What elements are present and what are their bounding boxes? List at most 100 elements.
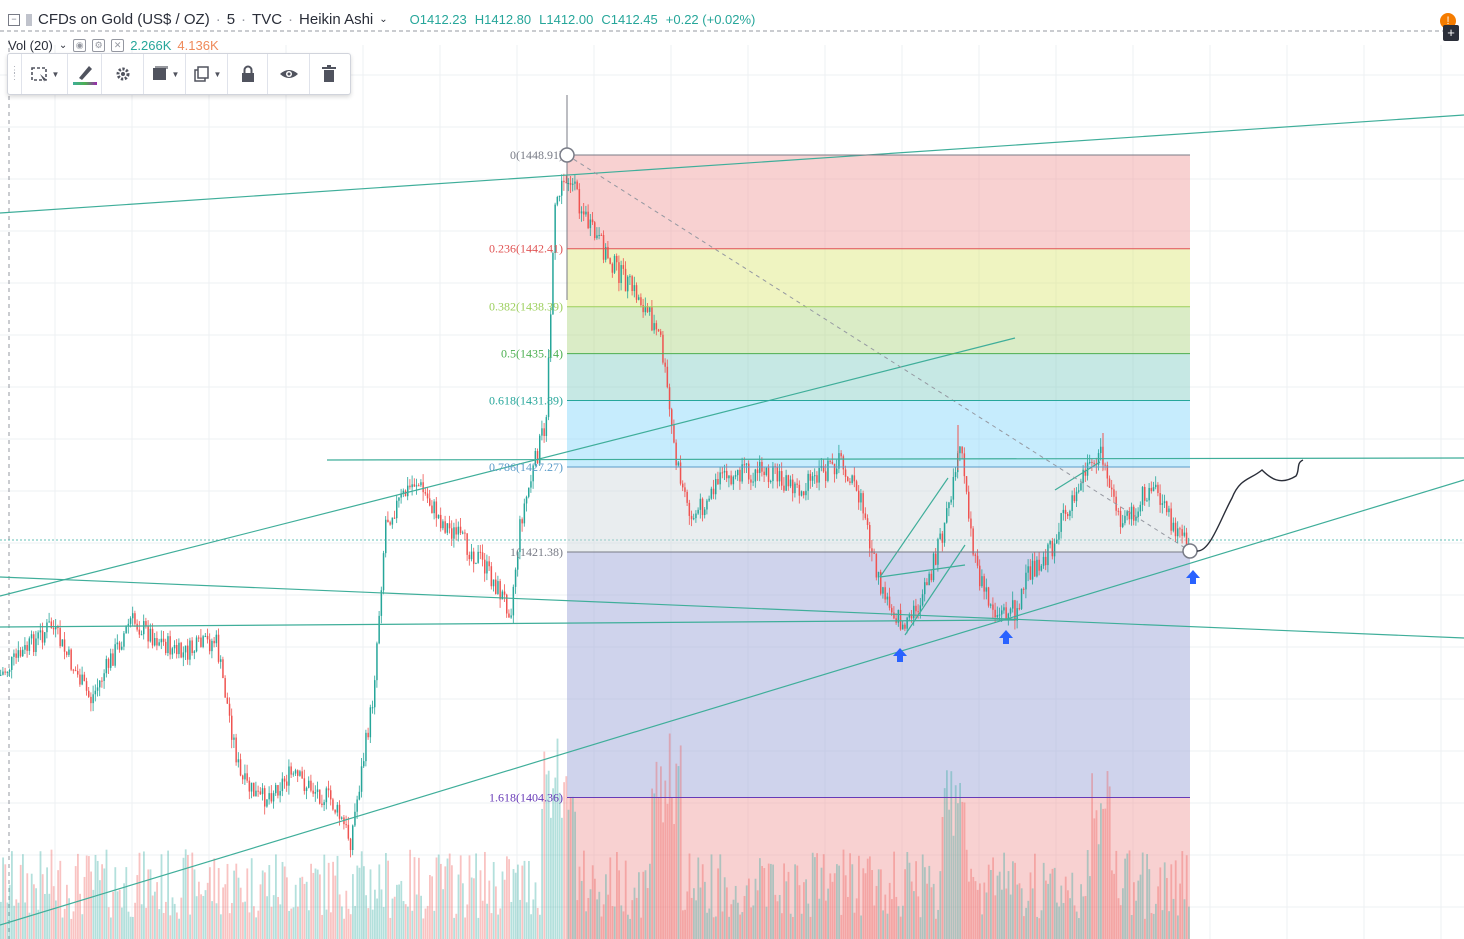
volume-bar <box>182 857 185 939</box>
candle-body <box>369 707 372 738</box>
hide-button[interactable] <box>268 54 310 94</box>
volume-legend[interactable]: Vol (20) ⌄ ◉ ⚙ ✕ 2.266K 4.136K <box>8 38 219 53</box>
candle-body <box>985 587 988 592</box>
candle-body <box>697 509 699 514</box>
candle-body <box>420 482 422 486</box>
candle-body <box>204 635 207 637</box>
candle-body <box>1047 544 1049 566</box>
delete-button[interactable] <box>310 54 348 94</box>
candle-body <box>745 463 748 465</box>
volume-bar <box>954 785 957 939</box>
template-button[interactable]: ▼ <box>144 54 186 94</box>
volume-bar <box>666 803 669 939</box>
volume-bar <box>121 907 123 939</box>
candle-body <box>44 632 46 643</box>
candle-body <box>783 485 785 491</box>
candle-body <box>275 785 277 794</box>
symbol-name[interactable]: CFDs on Gold (US$ / OZ) <box>38 11 210 28</box>
candle-body <box>585 211 587 215</box>
volume-bar <box>941 817 944 939</box>
candle-body <box>1141 486 1144 505</box>
volume-bar <box>382 906 385 939</box>
volume-bar <box>59 860 62 939</box>
volume-bar <box>1179 883 1181 939</box>
candle-body <box>974 554 977 556</box>
candle-body <box>928 573 930 586</box>
candle-body <box>33 634 35 653</box>
candle-body <box>407 485 409 497</box>
candle-body <box>237 759 240 763</box>
chevron-down-icon[interactable]: ⌄ <box>379 14 388 25</box>
candle-body <box>627 276 629 292</box>
volume-bar <box>1031 888 1034 939</box>
candle-body <box>1078 490 1080 492</box>
volume-bar <box>1152 913 1155 939</box>
candle-body <box>1045 556 1047 566</box>
candle-body <box>963 453 966 477</box>
candle-body <box>270 793 273 802</box>
candle-body <box>809 473 812 481</box>
collapse-icon[interactable]: − <box>8 13 20 26</box>
chevron-down-icon[interactable]: ⌄ <box>58 40 68 51</box>
volume-bar <box>325 909 328 939</box>
volume-bar <box>338 894 341 939</box>
channel-line <box>904 544 966 636</box>
gear-icon <box>116 67 129 81</box>
plus-icon[interactable]: + <box>1443 25 1459 41</box>
candle-body <box>1148 487 1150 501</box>
volume-bar <box>151 895 154 939</box>
visibility-icon[interactable]: ◉ <box>73 39 87 52</box>
volume-bar <box>798 885 801 939</box>
volume-label[interactable]: Vol (20) <box>8 38 53 53</box>
volume-bar <box>629 918 631 939</box>
clone-button[interactable]: ▼ <box>186 54 228 94</box>
settings-icon[interactable]: ⚙ <box>92 39 106 52</box>
volume-bar <box>1003 852 1005 939</box>
candle-body <box>897 609 900 623</box>
volume-bar <box>286 877 288 939</box>
candle-body <box>74 670 77 672</box>
candle-body <box>580 211 583 214</box>
remove-icon[interactable]: ✕ <box>111 39 125 52</box>
symbol-legend[interactable]: − CFDs on Gold (US$ / OZ) · 5 · TVC · He… <box>8 11 755 28</box>
volume-bar <box>389 917 392 939</box>
volume-bar <box>455 913 458 939</box>
volume-bar <box>11 851 13 939</box>
fib-zone <box>567 400 1190 468</box>
candle-body <box>563 180 565 183</box>
drawing-toolbar[interactable]: ⋮ ⋮ ▼ ▼ ▼ <box>7 53 351 95</box>
volume-bar <box>558 792 561 939</box>
candle-body <box>1040 565 1043 571</box>
chart-style[interactable]: Heikin Ashi <box>299 11 374 28</box>
candle-body <box>446 523 449 533</box>
candle-body <box>1071 495 1073 511</box>
candle-body <box>1009 608 1012 614</box>
candle-body <box>1135 516 1137 521</box>
volume-bar <box>1067 890 1069 939</box>
candle-body <box>347 824 350 839</box>
volume-bar <box>574 811 576 939</box>
candle-body <box>415 485 418 487</box>
candle-body <box>400 493 402 498</box>
candle-body <box>679 462 682 484</box>
drag-handle[interactable]: ⋮ ⋮ <box>8 54 22 94</box>
candle-body <box>712 488 715 495</box>
volume-bar <box>248 912 251 939</box>
select-area-button[interactable]: ▼ <box>22 54 68 94</box>
volume-bar <box>365 895 367 939</box>
volume-bar <box>1172 898 1175 939</box>
candle-body <box>336 804 339 813</box>
candle-body <box>534 451 537 466</box>
volume-bar <box>913 891 915 939</box>
volume-bar <box>770 863 772 939</box>
lock-button[interactable] <box>228 54 268 94</box>
fib-level-label: 0.5(1435.14) <box>501 347 563 361</box>
volume-bar <box>198 881 200 939</box>
interval[interactable]: 5 <box>226 11 236 28</box>
settings-button[interactable] <box>102 54 144 94</box>
candle-body <box>640 297 642 306</box>
color-button[interactable] <box>68 54 102 94</box>
candle-body <box>358 791 361 800</box>
candle-body <box>226 697 229 704</box>
